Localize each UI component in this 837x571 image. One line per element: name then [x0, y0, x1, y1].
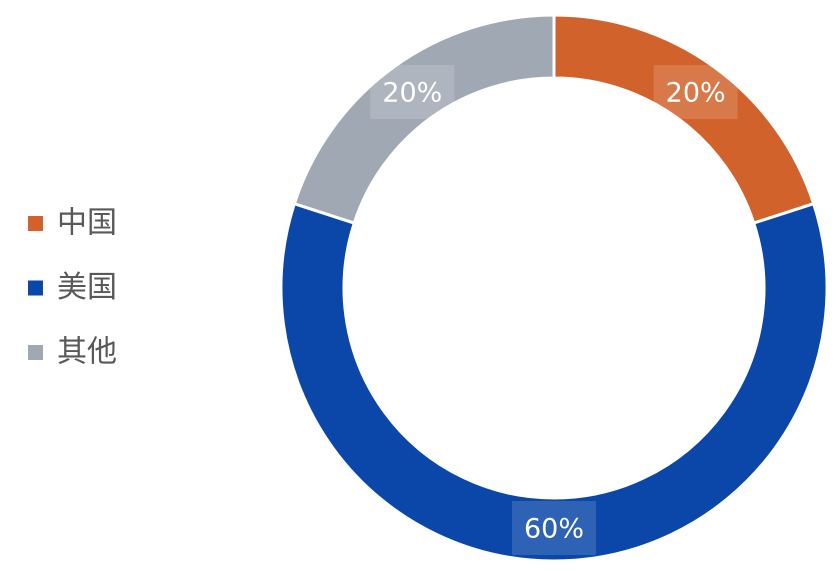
label-box: [653, 65, 738, 120]
legend-swatch: [28, 216, 43, 231]
legend-label: 中国: [57, 206, 117, 241]
legend-swatch: [28, 280, 43, 296]
data-label: 20%: [666, 78, 726, 109]
legend-label: 美国: [57, 270, 117, 305]
donut-segment: [292, 13, 556, 225]
donut-segment: [552, 13, 816, 225]
donut-segment: [279, 201, 829, 563]
legend-swatch: [28, 345, 43, 360]
label-box: [370, 65, 455, 120]
data-label: 60%: [524, 514, 584, 545]
label-box: [512, 501, 596, 555]
data-label: 20%: [382, 78, 442, 109]
legend-label: 其他: [57, 335, 117, 370]
